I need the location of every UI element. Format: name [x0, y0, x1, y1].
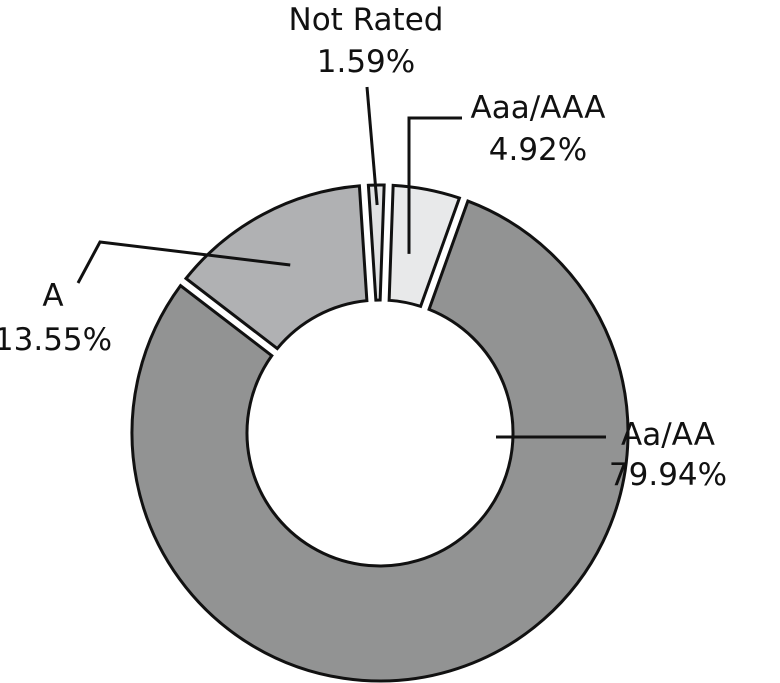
slice-label-aaa: Aaa/AAA [471, 90, 606, 126]
slice-aa [130, 199, 630, 683]
slice-not-rated [366, 183, 386, 302]
leader-line-aaa [407, 116, 462, 254]
slices-group [130, 183, 630, 683]
slice-label-not-rated: Not Rated [289, 2, 444, 38]
slice-a [183, 184, 369, 351]
slice-value-a: 13.55% [0, 322, 112, 358]
leader-lines-group [76, 86, 606, 439]
slice-aaa [387, 183, 462, 309]
slice-value-aa: 79.94% [609, 457, 727, 493]
slice-value-aaa: 4.92% [489, 132, 587, 168]
leader-line-a [76, 240, 291, 284]
slice-value-not-rated: 1.59% [317, 44, 415, 80]
slice-label-aa: Aa/AA [621, 417, 715, 453]
leader-line-not-rated [365, 86, 379, 206]
slice-label-a: A [42, 278, 63, 314]
